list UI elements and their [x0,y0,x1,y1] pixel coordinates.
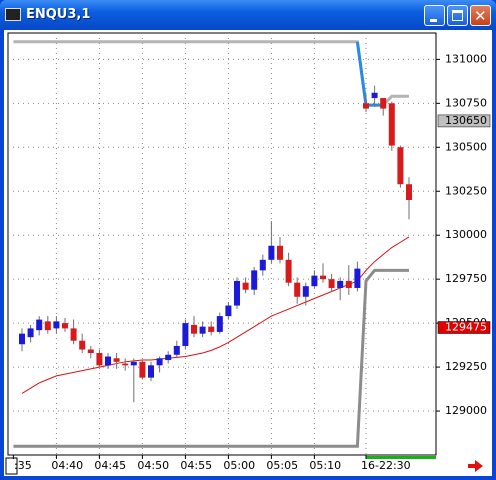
y-tick-label: 131000 [445,52,487,65]
line-series [355,41,384,107]
x-tick-label: :35 [14,459,32,472]
candle-body [225,305,232,317]
candle-body [294,282,301,297]
line-series [13,40,409,107]
candle-body [105,356,111,366]
candle-body [139,361,146,378]
y-tick-label: 130750 [445,96,487,109]
candle-body [406,184,412,201]
candle-body [191,324,197,334]
candle-body [234,280,240,306]
y-tick-label: 130000 [445,228,487,241]
scroll-box[interactable] [5,457,18,475]
candle-body [311,275,318,287]
candle-body [36,319,43,331]
candle-body [62,323,68,329]
candle-body [285,259,292,283]
candle-body [44,321,51,331]
candle-body [216,316,223,332]
session-bar [366,456,436,459]
candle-body [79,340,86,350]
x-tick-label: 05:00 [223,459,255,472]
candle-body [302,286,309,297]
candle-body [122,363,129,366]
maximize-button[interactable] [447,5,468,26]
x-tick-label: 04:55 [180,459,212,472]
title-bar: ENQU3,1 ✕ [0,0,496,30]
candle-body [165,354,172,361]
window-icon [5,8,21,21]
y-tick-label: 130250 [445,184,487,197]
x-tick-label: 05:05 [266,459,298,472]
candle-body [148,365,154,378]
candle-body [397,147,404,185]
candle-body [259,259,266,271]
candle-body [328,279,335,288]
price-marker [437,321,491,334]
candle-body [242,282,249,290]
candle-body [388,103,395,146]
candle-body [208,326,215,332]
candle-body [96,353,103,366]
line-series [13,268,409,448]
price-marker [437,114,491,128]
candle-body [251,270,258,290]
candle-body [277,245,283,260]
scroll-arrow[interactable] [468,460,483,472]
candle-body [337,280,344,288]
x-tick-label: 04:50 [137,459,169,472]
x-tick-label: 04:40 [51,459,83,472]
candle-body [70,328,77,341]
candle-body [53,321,60,329]
line-series [21,236,410,394]
y-tick-label: 129250 [445,360,487,373]
candle-body [27,328,34,338]
candle-body [130,361,137,366]
chart: 1310001307501305001302501300001297501295… [4,30,492,476]
candle-body [354,268,361,288]
candle-body [113,358,120,362]
price-marker-label: 129475 [445,321,487,334]
close-button[interactable]: ✕ [470,5,491,26]
candle-body [363,103,369,109]
candle-body [173,345,180,355]
candle-body [268,245,275,260]
x-tick-label: 05:10 [309,459,341,472]
candle-body [156,358,163,366]
candle-body [199,326,206,334]
candle-body [345,280,352,288]
candle-body [182,323,189,346]
candle-body [371,92,378,99]
minimize-button[interactable] [424,5,445,26]
y-tick-label: 129750 [445,272,487,285]
candle-body [320,275,326,280]
price-marker-label: 130650 [445,114,487,127]
candle-body [380,98,387,109]
candle-body [19,333,25,345]
y-tick-label: 129000 [445,404,487,417]
x-tick-label: 16-22:30 [361,459,411,472]
candle-body [87,349,94,354]
window-title: ENQU3,1 [26,7,91,22]
x-tick-label: 04:45 [94,459,126,472]
y-tick-label: 130500 [445,140,487,153]
